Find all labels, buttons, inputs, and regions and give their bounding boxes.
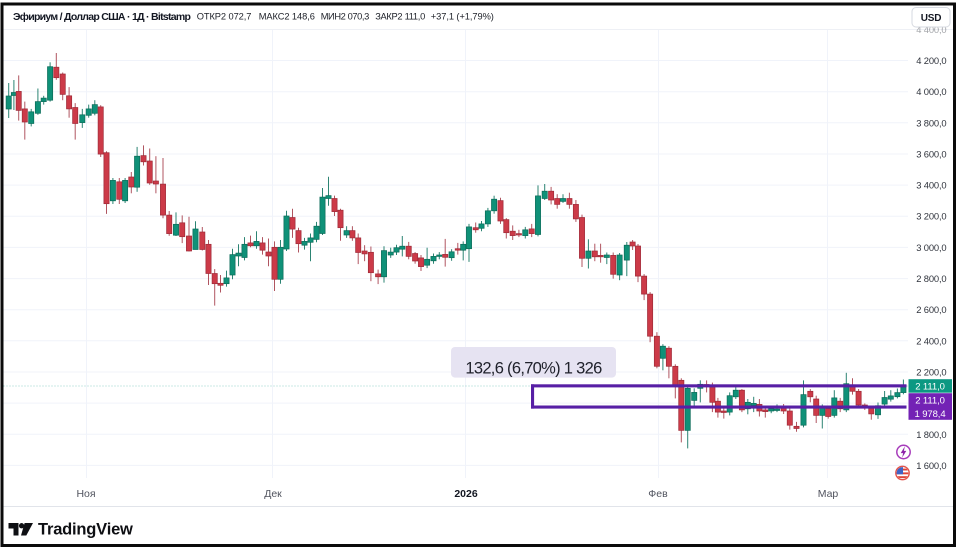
svg-text:2 111,0: 2 111,0	[915, 396, 945, 407]
svg-text:МИН2 070,3: МИН2 070,3	[321, 11, 369, 21]
svg-text:Ноя: Ноя	[76, 488, 95, 500]
svg-text:2026: 2026	[454, 488, 478, 500]
svg-text:Дек: Дек	[264, 488, 282, 500]
svg-text:3 600,0: 3 600,0	[916, 148, 946, 159]
svg-text:132,6 (6,70%) 1 326: 132,6 (6,70%) 1 326	[465, 360, 602, 378]
svg-text:2 111,0: 2 111,0	[915, 382, 945, 393]
svg-text:2 200,0: 2 200,0	[916, 367, 946, 378]
svg-text:4 000,0: 4 000,0	[916, 86, 946, 97]
svg-text:4 200,0: 4 200,0	[916, 55, 946, 66]
svg-text:Мар: Мар	[818, 488, 839, 500]
svg-text:3 000,0: 3 000,0	[916, 242, 946, 253]
svg-text:МАКС2 148,6: МАКС2 148,6	[259, 11, 315, 21]
svg-text:2 800,0: 2 800,0	[916, 273, 946, 284]
svg-text:1 600,0: 1 600,0	[916, 460, 946, 471]
svg-text:3 400,0: 3 400,0	[916, 180, 946, 191]
svg-text:Фев: Фев	[648, 488, 668, 500]
svg-text:2 400,0: 2 400,0	[916, 335, 946, 346]
svg-text:TradingView: TradingView	[38, 521, 133, 539]
svg-text:3 800,0: 3 800,0	[916, 117, 946, 128]
svg-text:1 978,4: 1 978,4	[915, 409, 946, 420]
svg-text:Эфириум / Доллар США · 1Д · Bi: Эфириум / Доллар США · 1Д · Bitstamp	[13, 11, 190, 23]
svg-text:4 400,0: 4 400,0	[916, 24, 946, 35]
svg-text:2 600,0: 2 600,0	[916, 304, 946, 315]
svg-text:ОТКР2 072,7: ОТКР2 072,7	[197, 11, 252, 21]
svg-text:3 200,0: 3 200,0	[916, 211, 946, 222]
svg-text:ЗАКР2 111,0: ЗАКР2 111,0	[375, 11, 425, 21]
svg-text:USD: USD	[921, 13, 942, 24]
svg-text:+37,1 (+1,79%): +37,1 (+1,79%)	[431, 11, 494, 21]
svg-text:1 800,0: 1 800,0	[916, 429, 946, 440]
